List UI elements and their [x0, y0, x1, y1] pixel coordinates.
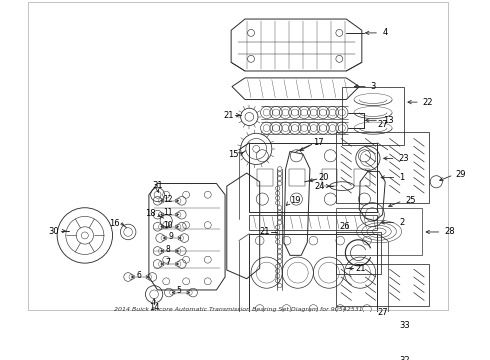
- Bar: [342, 86, 404, 145]
- Bar: [336, 232, 381, 274]
- Text: 3: 3: [370, 82, 376, 91]
- Text: 26: 26: [340, 222, 350, 231]
- Text: 6: 6: [136, 271, 141, 280]
- Bar: [336, 264, 429, 306]
- Bar: [257, 169, 272, 186]
- Text: 15: 15: [228, 149, 239, 158]
- Text: 13: 13: [383, 116, 393, 125]
- Text: 2: 2: [399, 218, 404, 227]
- Text: 32: 32: [399, 356, 410, 360]
- Text: 18: 18: [145, 209, 156, 218]
- Bar: [249, 215, 377, 230]
- Text: 19: 19: [290, 196, 300, 205]
- Text: 4: 4: [383, 28, 388, 37]
- Text: 7: 7: [166, 258, 171, 267]
- Text: 33: 33: [399, 321, 410, 330]
- Text: 2014 Buick Encore Automatic Transmission Bearing Set Diagram for 90542531: 2014 Buick Encore Automatic Transmission…: [114, 306, 363, 311]
- Text: 9: 9: [168, 232, 173, 241]
- Text: 31: 31: [152, 181, 163, 190]
- Bar: [249, 234, 377, 316]
- Text: 14: 14: [149, 303, 159, 312]
- Bar: [249, 143, 377, 212]
- Text: 21: 21: [260, 228, 270, 237]
- Text: 12: 12: [163, 195, 172, 204]
- Text: 22: 22: [422, 98, 433, 107]
- Text: 8: 8: [166, 245, 171, 254]
- Bar: [336, 208, 422, 255]
- Text: 20: 20: [318, 173, 329, 182]
- Bar: [354, 169, 369, 186]
- Text: 1: 1: [399, 173, 404, 182]
- Text: 27: 27: [377, 120, 388, 129]
- Text: 21: 21: [355, 264, 366, 273]
- Text: 10: 10: [163, 221, 173, 230]
- Text: 11: 11: [163, 208, 172, 217]
- Text: 5: 5: [177, 286, 182, 295]
- Text: 17: 17: [314, 138, 324, 147]
- Text: 23: 23: [398, 154, 409, 163]
- Text: 28: 28: [444, 228, 455, 237]
- Text: 24: 24: [314, 181, 324, 190]
- Bar: [249, 316, 377, 335]
- Bar: [322, 169, 337, 186]
- Text: 27: 27: [377, 308, 388, 317]
- Text: 16: 16: [109, 219, 120, 228]
- Text: 29: 29: [455, 170, 466, 179]
- Text: 21: 21: [223, 111, 234, 120]
- Text: 25: 25: [405, 196, 416, 205]
- Bar: [290, 169, 305, 186]
- Text: 30: 30: [48, 226, 59, 235]
- Bar: [336, 131, 429, 203]
